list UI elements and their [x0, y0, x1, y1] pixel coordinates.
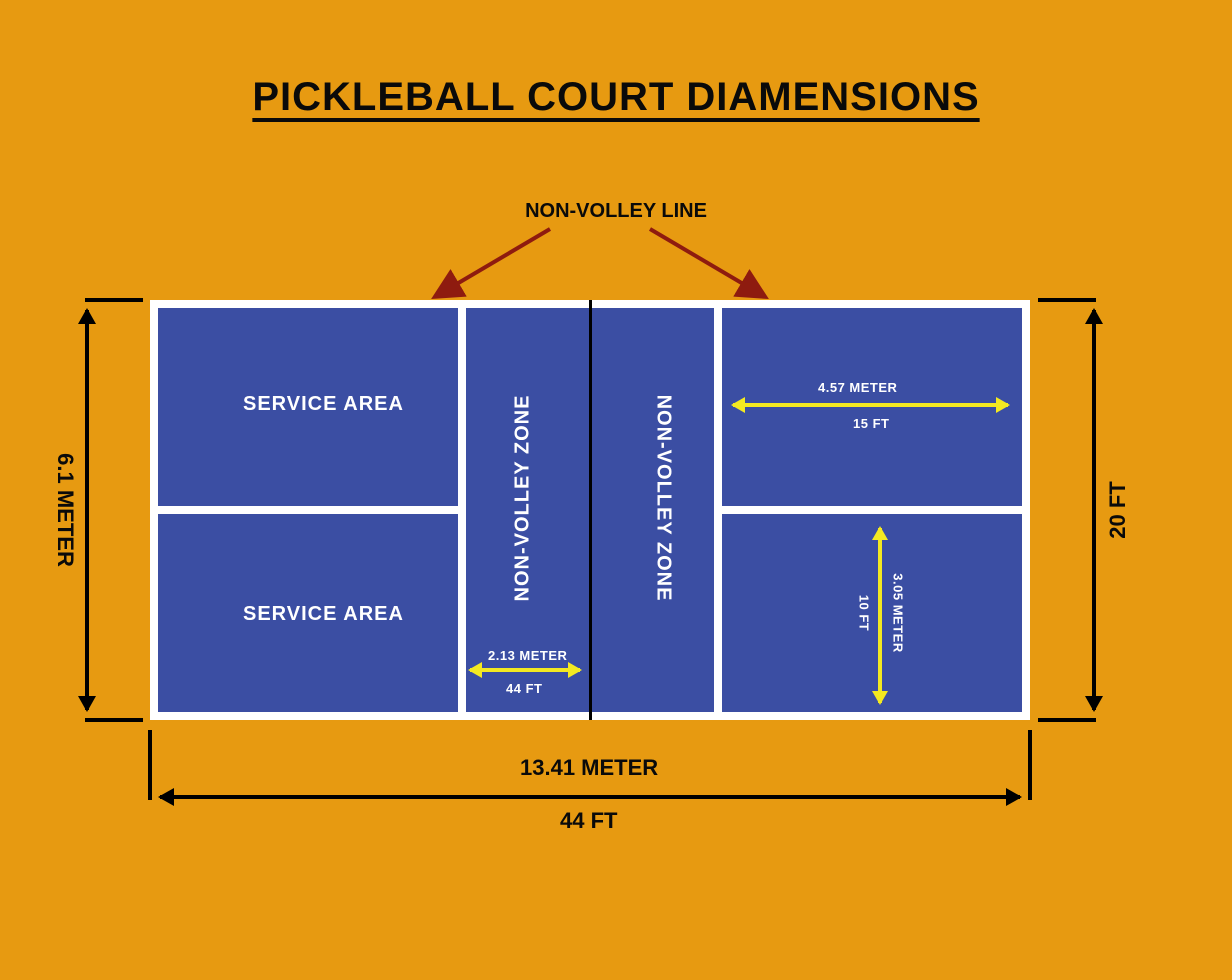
dim-height-right-cap-top: [1038, 298, 1096, 302]
dim-service-height-meter: 3.05 METER: [891, 573, 906, 652]
dim-nonvolley-width-ft: 44 FT: [506, 681, 542, 696]
dim-height-ft: 20 FT: [1105, 481, 1131, 538]
non-volley-zone-label-right: NON-VOLLEY ZONE: [652, 395, 675, 602]
court-line-left-center: [158, 506, 458, 514]
dim-height-left-cap-top: [85, 298, 143, 302]
non-volley-zone-label-left: NON-VOLLEY ZONE: [512, 395, 535, 602]
service-area-label-top: SERVICE AREA: [243, 393, 404, 416]
court-line-right-center: [722, 506, 1022, 514]
dim-width-cap-right: [1028, 730, 1032, 800]
non-volley-line-callout-arrows: [420, 225, 780, 305]
dim-height-left-cap-bottom: [85, 718, 143, 722]
dim-width-ft: 44 FT: [560, 808, 617, 834]
dim-width-cap-left: [148, 730, 152, 800]
dim-width-meter: 13.41 METER: [520, 755, 658, 781]
non-volley-line-label: NON-VOLLEY LINE: [525, 200, 707, 223]
non-volley-line-left: [458, 308, 466, 712]
dim-width-arrow: [160, 795, 1020, 799]
service-area-label-bottom: SERVICE AREA: [243, 603, 404, 626]
dim-nonvolley-width-arrow: [470, 668, 580, 672]
dim-service-width-ft: 15 FT: [853, 416, 889, 431]
dim-height-right-arrow: [1092, 310, 1096, 710]
dim-service-width-meter: 4.57 METER: [818, 380, 897, 395]
court: SERVICE AREA SERVICE AREA NON-VOLLEY ZON…: [150, 300, 1030, 720]
net-line: [589, 300, 592, 720]
dim-service-height-ft: 10 FT: [857, 595, 872, 631]
dim-nonvolley-width-meter: 2.13 METER: [488, 648, 567, 663]
page-title: PICKLEBALL COURT DIAMENSIONS: [252, 75, 979, 120]
dim-height-meter: 6.1 METER: [52, 453, 78, 567]
non-volley-line-right: [714, 308, 722, 712]
dim-height-left-arrow: [85, 310, 89, 710]
dim-service-width-arrow: [733, 403, 1008, 407]
diagram-canvas: PICKLEBALL COURT DIAMENSIONS NON-VOLLEY …: [0, 0, 1232, 980]
dim-height-right-cap-bottom: [1038, 718, 1096, 722]
dim-service-height-arrow: [878, 528, 882, 703]
